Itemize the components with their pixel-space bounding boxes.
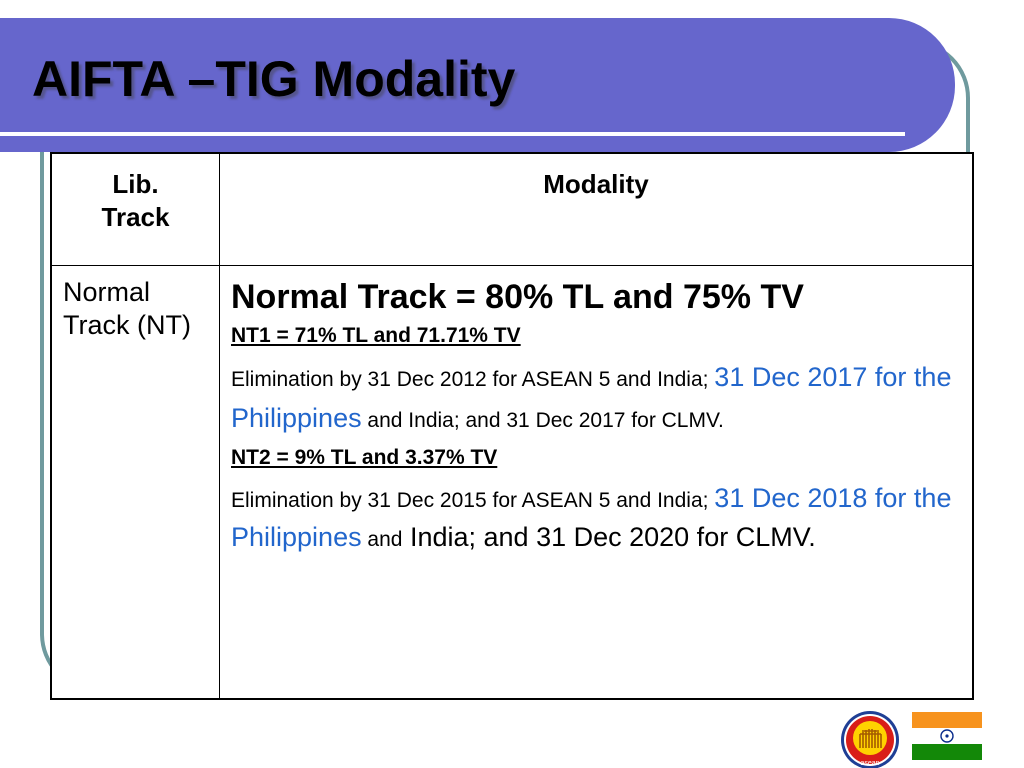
nt2-text-philippines: 31 Dec 2018 for the Philippines	[231, 483, 952, 552]
header-lib-track-label: Lib. Track	[101, 169, 170, 232]
nt2-heading: NT2 = 9% TL and 3.37% TV	[231, 446, 498, 469]
nt2-text-and: and	[361, 528, 403, 551]
track-name-cell: Normal Track (NT)	[63, 277, 191, 340]
normal-track-heading: Normal Track = 80% TL and 75% TV	[231, 278, 804, 316]
title-band	[0, 18, 955, 152]
row-divider	[52, 265, 972, 266]
nt2-text-d: India; and 31 Dec 2020 for CLMV.	[402, 522, 816, 552]
modality-table: Lib. Track Modality Normal Track (NT) No…	[50, 152, 974, 700]
asean-emblem-icon: asean	[841, 711, 899, 768]
nt2-text: Elimination by 31 Dec 2015 for ASEAN 5 a…	[231, 480, 961, 558]
nt1-text: Elimination by 31 Dec 2012 for ASEAN 5 a…	[231, 358, 961, 440]
header-lib-track: Lib. Track	[52, 168, 219, 234]
slide-title: AIFTA –TIG Modality	[32, 51, 516, 107]
nt1-text-a: Elimination by 31 Dec 2012 for ASEAN 5 a…	[231, 368, 709, 391]
india-flag-icon	[912, 712, 982, 760]
asean-logo-text: asean	[860, 760, 879, 767]
nt2-text-a: Elimination by 31 Dec 2015 for ASEAN 5 a…	[231, 489, 709, 512]
header-modality: Modality	[543, 169, 649, 199]
title-underline	[0, 132, 905, 136]
column-divider	[219, 154, 220, 698]
nt1-text-c: and India; and 31 Dec 2017 for CLMV.	[361, 409, 724, 432]
modality-cell: Normal Track = 80% TL and 75% TV NT1 = 7…	[231, 274, 961, 558]
nt1-heading: NT1 = 71% TL and 71.71% TV	[231, 324, 521, 347]
nt1-text-philippines: 31 Dec 2017 for the Philippines	[231, 362, 952, 433]
